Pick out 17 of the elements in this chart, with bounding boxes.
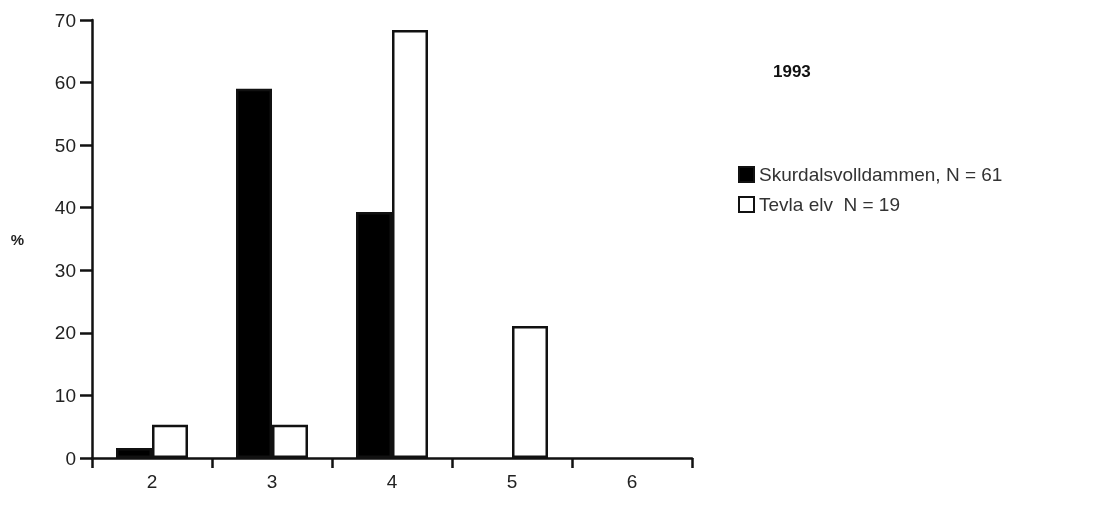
legend-label: Tevla elv N = 19 <box>759 194 900 215</box>
x-tick-label: 5 <box>506 471 518 492</box>
y-tick-label: 30 <box>54 259 76 281</box>
y-tick-label: 0 <box>65 447 76 469</box>
x-tick-label: 6 <box>626 471 638 492</box>
y-tick-label: 50 <box>54 134 76 156</box>
text: 1993 <box>773 62 811 81</box>
y-tick-label: 20 <box>54 322 76 344</box>
y-tick-label: 60 <box>54 72 76 94</box>
x-tick-label: 4 <box>386 471 398 492</box>
y-axis-title: % <box>10 230 24 248</box>
y-tick-label: 10 <box>54 384 76 406</box>
y-tick-label: 70 <box>54 9 76 31</box>
x-tick-label: 3 <box>266 471 278 492</box>
y-tick-label: 40 <box>54 197 76 219</box>
x-tick-label: 2 <box>146 471 158 492</box>
legend-label: Skurdalsvolldammen, N = 61 <box>759 164 1003 185</box>
